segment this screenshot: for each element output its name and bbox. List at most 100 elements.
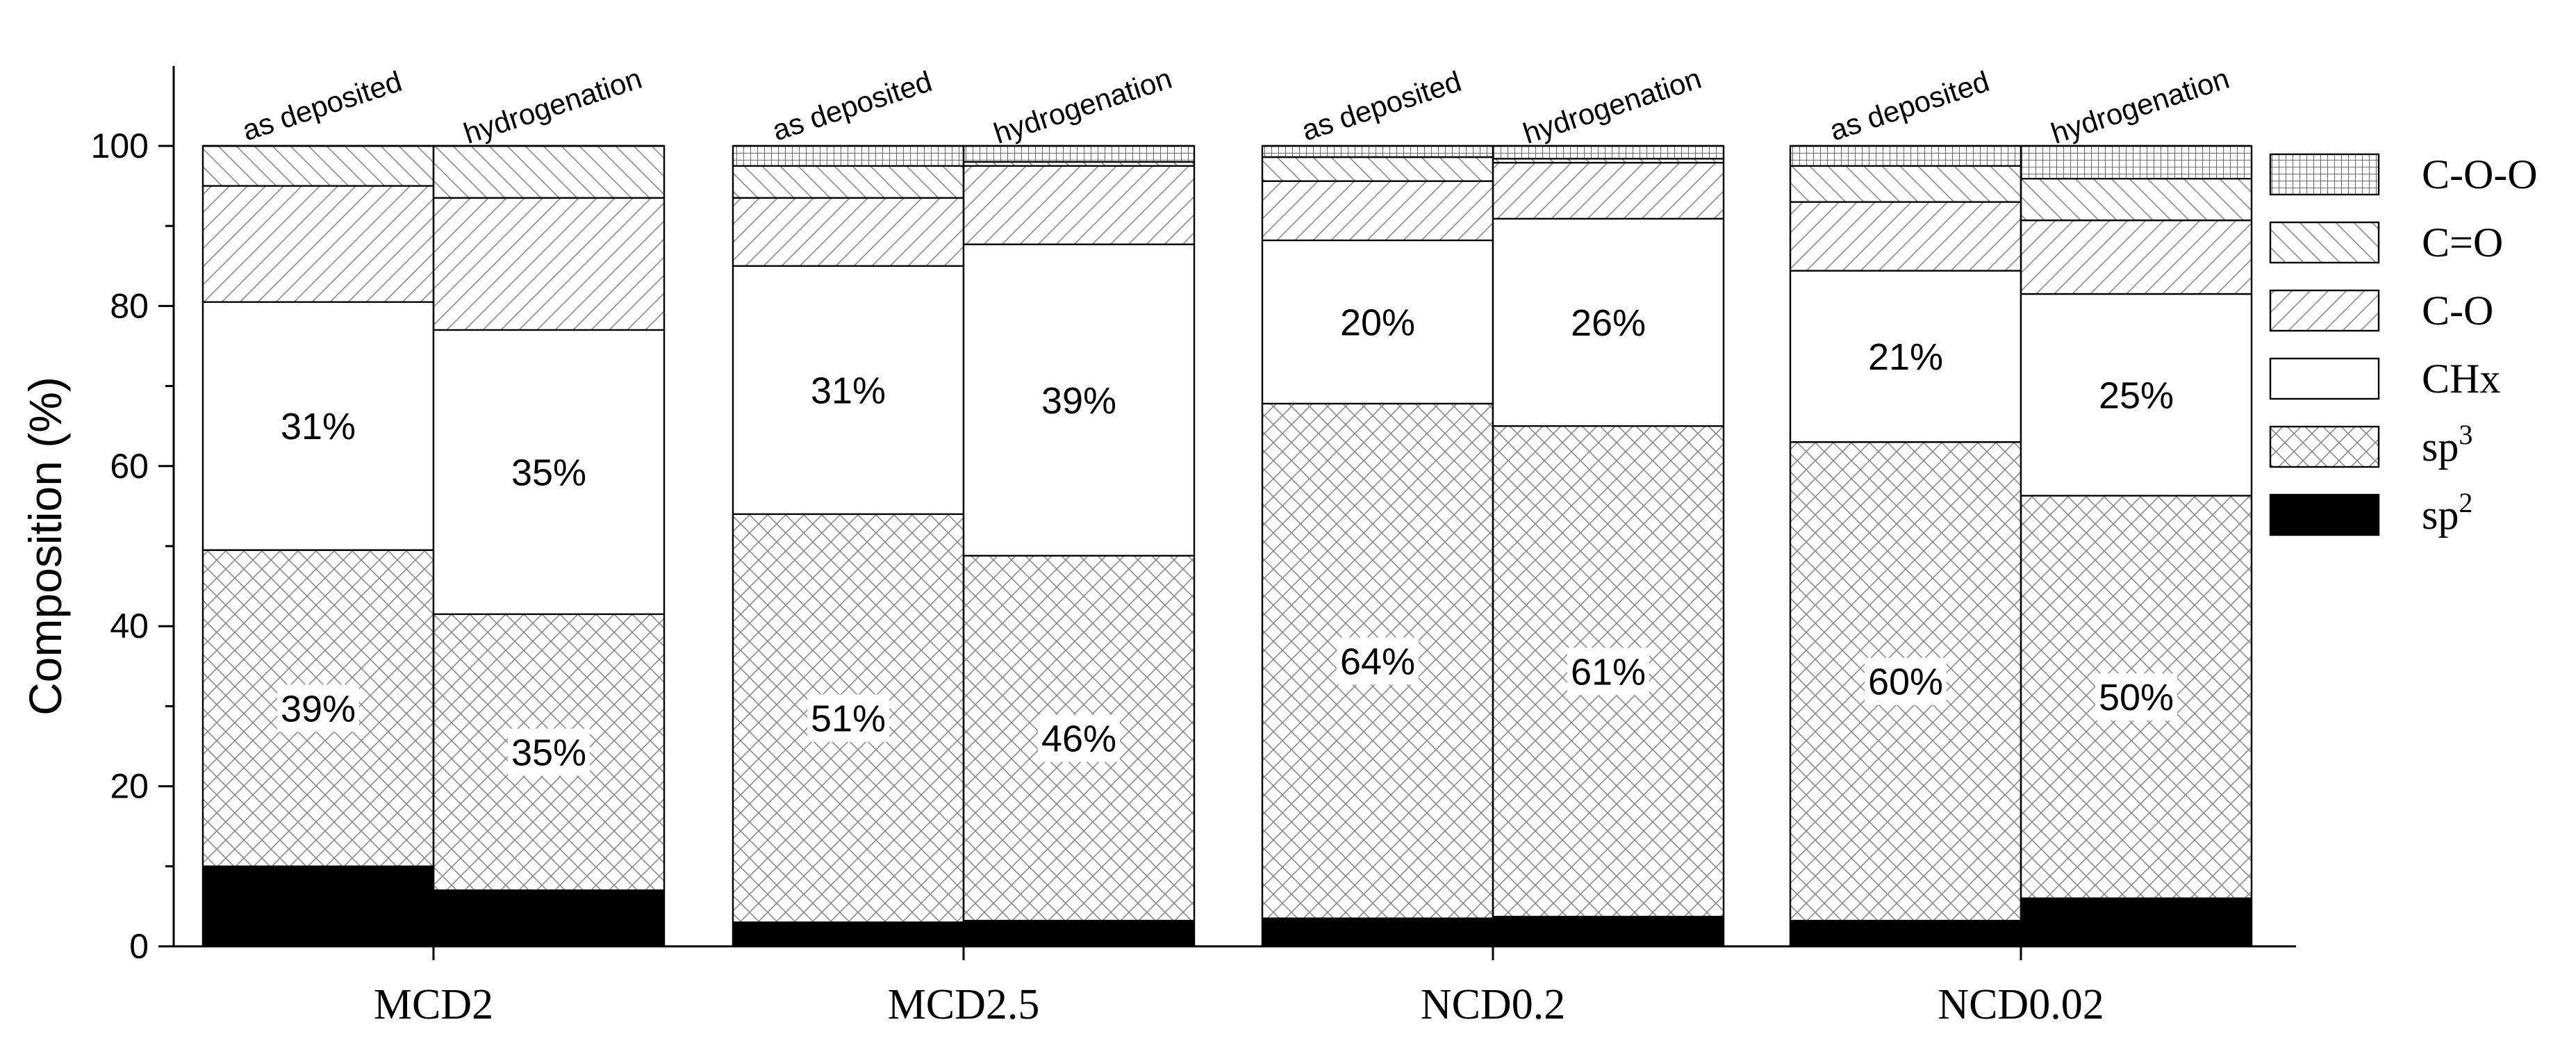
bar-outline — [432, 145, 666, 948]
segment-C-O — [203, 186, 434, 302]
bar-NCD0.02-hydrogenation — [2020, 145, 2253, 948]
legend-swatch — [2269, 493, 2380, 536]
condition-label: hydrogenation — [2047, 62, 2234, 150]
data-label: 51% — [811, 698, 886, 740]
data-label: 35% — [511, 732, 586, 774]
legend-item-sp3: sp3 — [2269, 419, 2472, 470]
y-tick-label: 60 — [110, 447, 149, 486]
segment-sp2 — [434, 890, 664, 946]
legend: C-O-O C=O C-O CHx sp3 sp2 — [2269, 151, 2538, 538]
condition-label: hydrogenation — [460, 62, 646, 150]
segment-C=O — [434, 146, 664, 198]
segment-sp2 — [1493, 916, 1724, 946]
segment-CHx — [434, 329, 664, 614]
data-label: 46% — [1041, 718, 1116, 759]
condition-label: as deposited — [238, 65, 406, 147]
segment-C-O — [733, 197, 964, 266]
segment-C-O — [2021, 220, 2252, 295]
segment-CHx — [2021, 294, 2252, 496]
segment-C-O-O — [2021, 146, 2252, 179]
segment-sp2 — [733, 922, 964, 946]
data-label-bg — [2095, 673, 2177, 721]
data-label-bg — [1865, 657, 1947, 705]
y-tick-label: 80 — [110, 286, 149, 325]
legend-swatch — [2269, 289, 2380, 332]
bar-outline — [2020, 145, 2253, 948]
segment-C=O — [964, 162, 1194, 166]
segment-sp2 — [1790, 921, 2021, 946]
legend-label: C-O — [2422, 288, 2493, 334]
segment-C=O — [1493, 158, 1724, 163]
segment-CHx — [1262, 240, 1493, 404]
legend-label-superscript: 2 — [2459, 487, 2472, 518]
segment-C=O — [1262, 157, 1493, 181]
segment-CHx — [203, 302, 434, 550]
legend-item-C=O: C=O — [2269, 220, 2503, 265]
segment-sp2 — [1262, 918, 1493, 946]
legend-label: C=O — [2422, 220, 2503, 265]
segment-C=O — [2021, 179, 2252, 221]
data-label: 39% — [281, 688, 356, 730]
legend-swatch — [2269, 221, 2380, 264]
data-label: 31% — [281, 406, 356, 447]
data-label: 21% — [1868, 336, 1943, 378]
legend-item-C-O: C-O — [2269, 288, 2493, 334]
legend-item-C-O-O: C-O-O — [2269, 151, 2538, 197]
segment-C-O-O — [1262, 146, 1493, 158]
condition-label: as deposited — [1826, 65, 1993, 147]
bar-MCD2-as-deposited — [201, 145, 435, 948]
segment-C-O — [434, 197, 664, 330]
data-label-bg — [807, 694, 889, 742]
bar-NCD0.2-as-deposited — [1261, 145, 1494, 948]
data-label: 35% — [511, 452, 586, 493]
legend-swatch — [2269, 153, 2380, 196]
segment-C=O — [733, 165, 964, 198]
bars — [201, 145, 2253, 948]
legend-label: CHx — [2422, 356, 2500, 402]
condition-label: hydrogenation — [990, 62, 1176, 150]
data-label: 25% — [2099, 375, 2174, 416]
y-tick-label: 0 — [129, 927, 149, 966]
segment-C=O — [1790, 165, 2021, 202]
axes: 0 20 40 60 80 100 Composition (%) MCD2 MCD2.5 NCD… — [19, 66, 2296, 1028]
group-label: NCD0.02 — [1938, 981, 2104, 1028]
legend-item-CHx: CHx — [2269, 356, 2500, 402]
legend-swatch — [2269, 425, 2380, 468]
bar-NCD0.2-hydrogenation — [1492, 145, 1725, 948]
legend-label-superscript: 3 — [2459, 419, 2472, 450]
y-tick-label: 40 — [110, 607, 149, 645]
condition-label: as deposited — [1298, 65, 1465, 147]
legend-item-sp2: sp2 — [2269, 487, 2472, 538]
data-label: 50% — [2099, 677, 2174, 718]
data-label: 31% — [811, 370, 886, 411]
data-label-bg — [1038, 714, 1120, 762]
legend-label: sp2 — [2422, 487, 2472, 538]
condition-label: hydrogenation — [1519, 62, 1706, 150]
segment-CHx — [1790, 270, 2021, 443]
data-label-bg — [1337, 637, 1419, 685]
y-tick-label: 20 — [110, 767, 149, 806]
bar-MCD2.5-as-deposited — [732, 145, 965, 948]
segment-CHx — [1493, 218, 1724, 427]
segment-C-O — [964, 165, 1194, 245]
legend-swatch — [2269, 357, 2380, 400]
segment-CHx — [733, 265, 964, 514]
segment-C-O-O — [964, 146, 1194, 163]
legend-label: C-O-O — [2422, 151, 2538, 197]
data-label-bg — [1567, 648, 1649, 696]
segment-C-O — [1493, 163, 1724, 219]
data-label: 20% — [1340, 302, 1415, 343]
y-tick-label: 100 — [91, 126, 149, 165]
data-label: 61% — [1571, 651, 1646, 693]
segment-C-O-O — [1493, 146, 1724, 159]
segment-sp2 — [964, 921, 1194, 946]
segment-C-O — [1262, 181, 1493, 240]
data-label-bg — [508, 728, 590, 776]
segment-CHx — [964, 244, 1194, 556]
segment-C=O — [203, 146, 434, 186]
segment-C-O-O — [733, 146, 964, 166]
group-label: NCD0.2 — [1421, 981, 1565, 1028]
bar-NCD0.02-as-deposited — [1789, 145, 2022, 948]
data-label-bg — [277, 684, 359, 732]
